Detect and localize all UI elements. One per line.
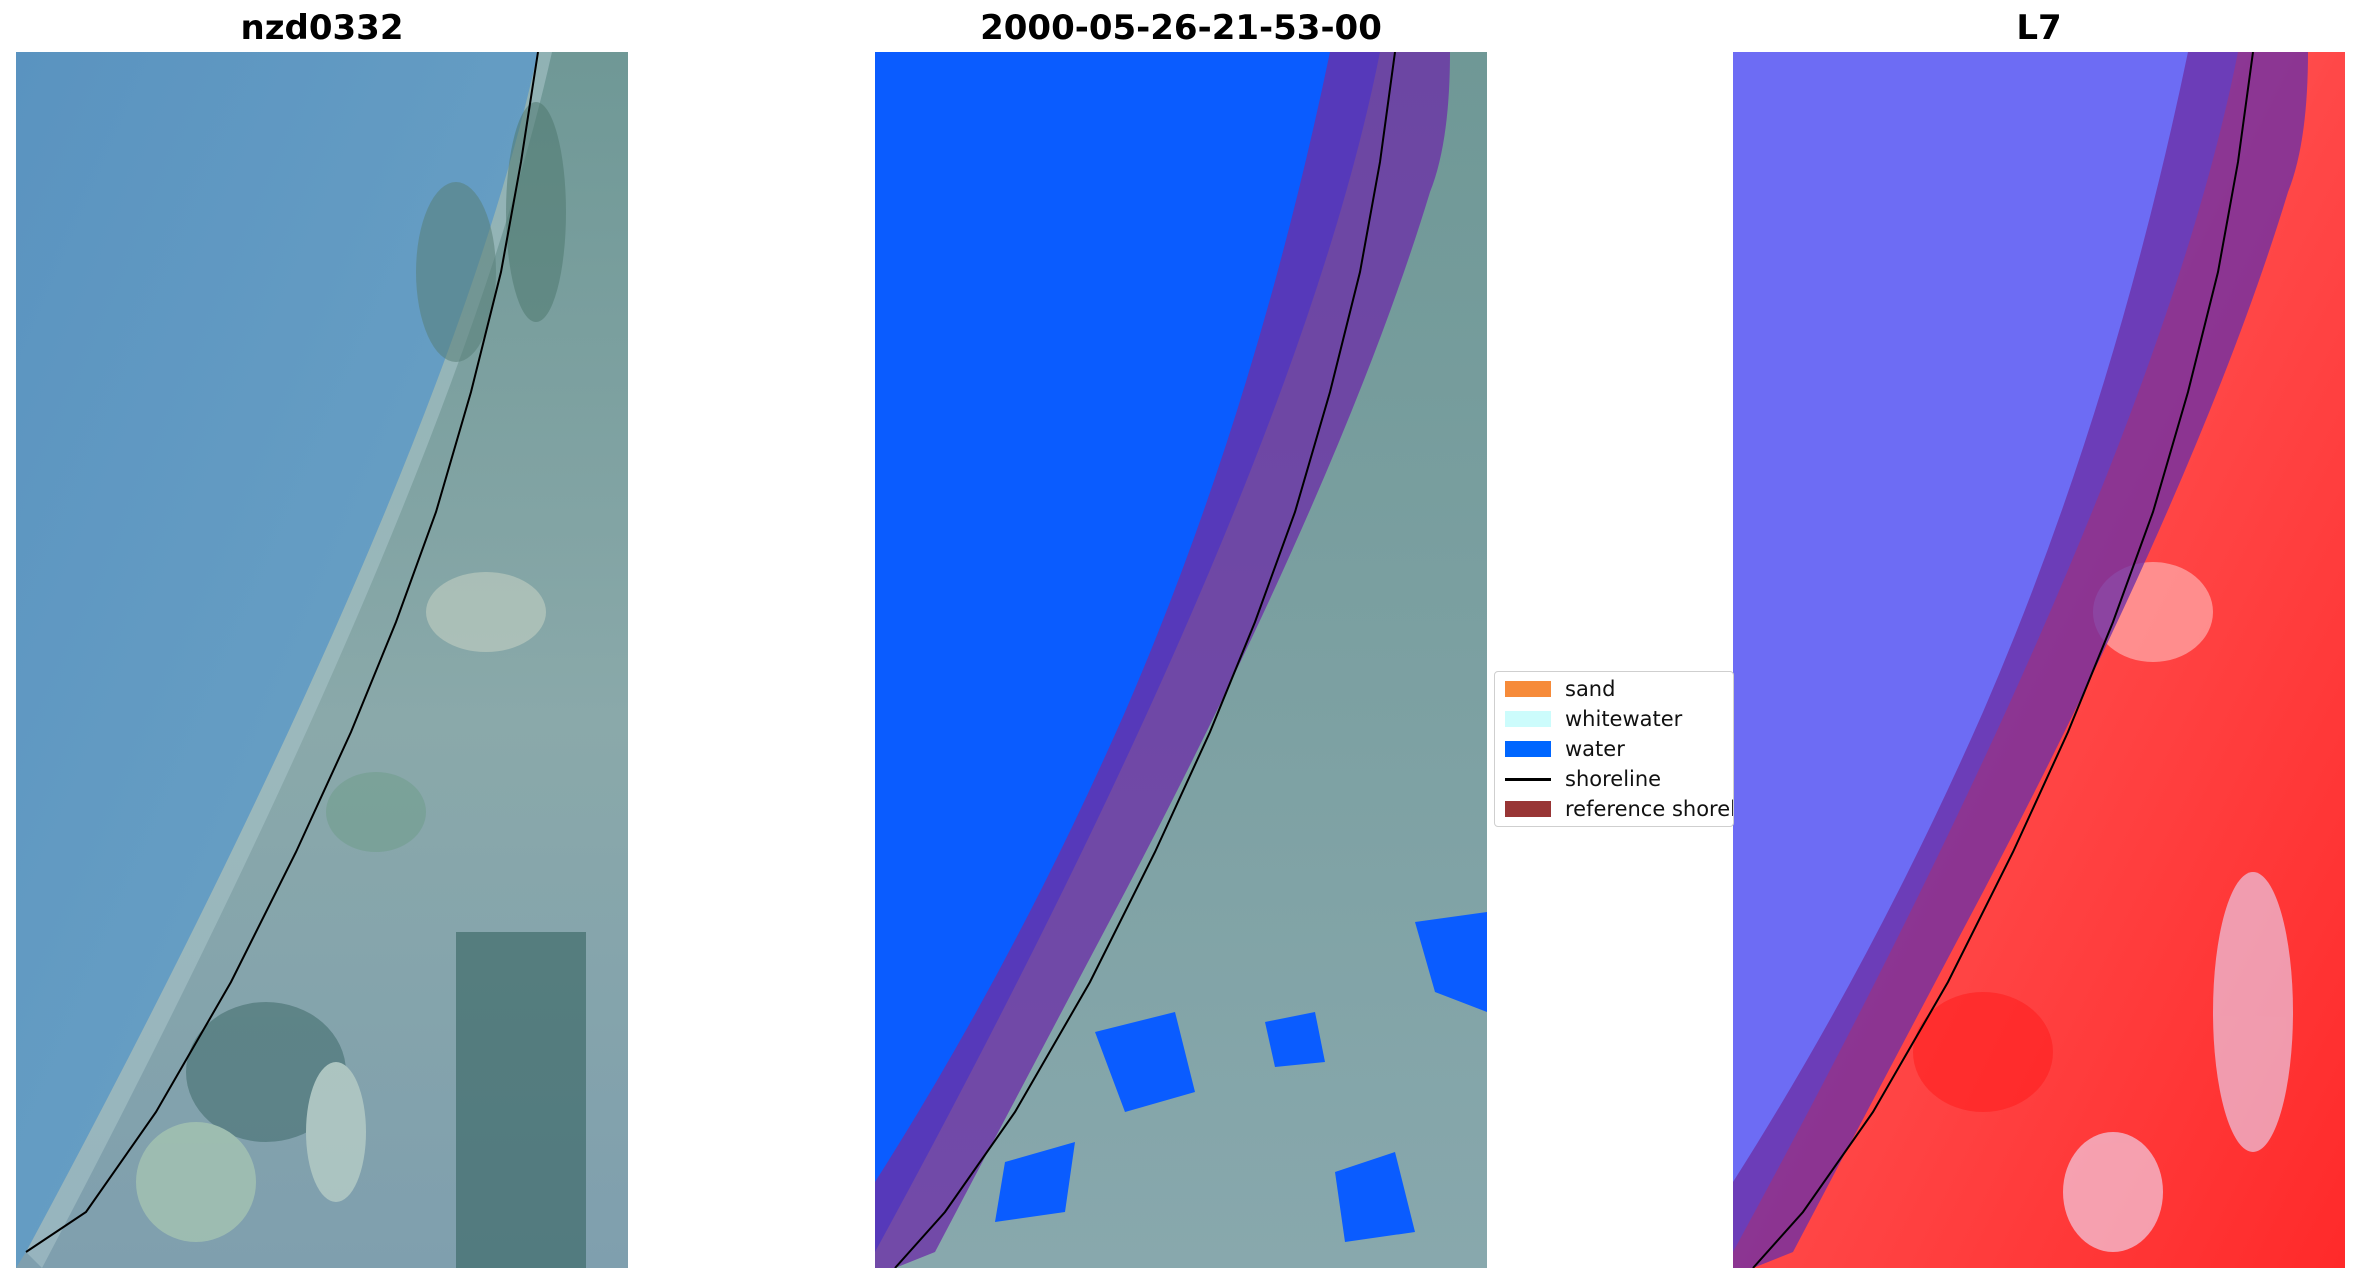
legend-item-whitewater: whitewater <box>1505 704 1682 734</box>
legend-label: sand <box>1565 677 1616 701</box>
water-swatch <box>1505 741 1551 757</box>
legend-item-reference-buffer: reference shoreline buffer <box>1505 794 1733 824</box>
legend-item-sand: sand <box>1505 674 1615 704</box>
shoreline <box>25 52 539 1253</box>
legend-label: shoreline <box>1565 767 1662 791</box>
legend-item-water: water <box>1505 734 1625 764</box>
legend-label: reference shoreline buffer <box>1565 797 1733 821</box>
rgb-image-panel <box>16 52 628 1268</box>
panel-title-rgb: nzd0332 <box>240 8 404 48</box>
reference-shoreline-buffer <box>1733 52 2308 1268</box>
legend: sand whitewater water shoreline referenc… <box>1494 671 1734 827</box>
hills <box>136 102 586 1268</box>
sand-swatch <box>1505 681 1551 697</box>
water-class-area <box>875 52 1380 1252</box>
shoreline <box>1752 52 2254 1268</box>
whitewater-swatch <box>1505 711 1551 727</box>
inland-water-patches <box>995 912 1487 1242</box>
panel-title-classified: 2000-05-26-21-53-00 <box>980 8 1382 48</box>
classified-image-panel <box>875 52 1487 1268</box>
reference-shoreline-buffer <box>875 52 1450 1268</box>
legend-label: whitewater <box>1565 707 1683 731</box>
panel-title-index: L7 <box>2016 8 2062 48</box>
reference-buffer-swatch <box>1505 801 1551 817</box>
legend-item-shoreline: shoreline <box>1505 764 1661 794</box>
shoreline-line-icon <box>1505 777 1551 781</box>
index-image-panel <box>1733 52 2345 1268</box>
sea-area <box>16 52 538 1268</box>
legend-label: water <box>1565 737 1625 761</box>
water-index-area <box>1733 52 2238 1252</box>
shoreline <box>894 52 1396 1268</box>
